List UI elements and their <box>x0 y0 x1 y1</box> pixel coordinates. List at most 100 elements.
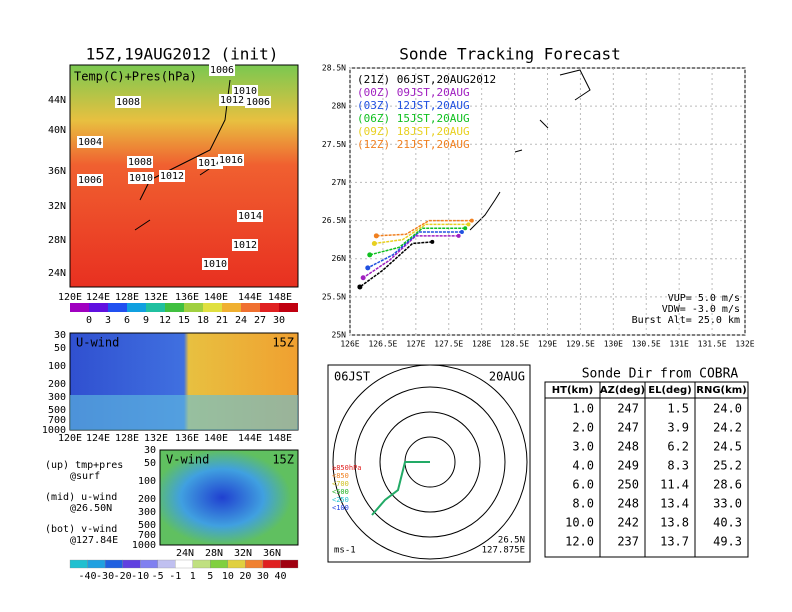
u-wind-label: U-wind <box>76 336 119 350</box>
map-x-label: 128E <box>115 292 139 303</box>
u-y-label: 700 <box>48 415 66 426</box>
polar-lon: 127.875E <box>482 546 525 556</box>
track-start <box>430 239 435 244</box>
wind-colorbar-label: 30 <box>257 571 269 582</box>
y-tick-label: 28.5N <box>322 64 346 73</box>
note: @surf <box>70 471 100 482</box>
u-wind-low <box>70 395 298 430</box>
track-line <box>374 223 469 245</box>
v-y-label: 500 <box>138 520 156 531</box>
table-cell: 237 <box>617 535 639 549</box>
isobar-label: 1010 <box>233 86 257 97</box>
legend-entry: (06Z) 15JST,20AUG <box>357 112 470 125</box>
table-cell: 8.3 <box>667 459 689 473</box>
left-title: 15Z,19AUG2012 (init) <box>86 45 279 64</box>
map-y-label: 28N <box>48 235 66 246</box>
isobar-label: 1006 <box>246 97 270 108</box>
note: (up) tmp+pres <box>45 460 123 471</box>
y-tick-label: 25.5N <box>322 292 346 301</box>
isobar-label: 1012 <box>220 95 244 106</box>
u-x-label: 120E <box>58 433 82 444</box>
table-cell: 3.9 <box>667 421 689 435</box>
colorbar-cell <box>165 303 184 312</box>
x-tick-label: 128.5E <box>500 340 529 349</box>
map-y-label: 36N <box>48 166 66 177</box>
v-wind-label: V-wind <box>166 453 209 467</box>
isobar-box <box>219 94 245 106</box>
isobar-box <box>127 156 153 168</box>
colorbar-label: 21 <box>216 315 228 326</box>
colorbar-cell <box>222 303 241 312</box>
annotation: VDW= -3.0 m/s <box>662 304 740 315</box>
map-x-label: 148E <box>268 292 292 303</box>
v-y-label: 50 <box>144 458 156 469</box>
v-x-label: 28N <box>205 548 223 559</box>
isobar-label: 1006 <box>78 175 102 186</box>
map-y-label: 40N <box>48 125 66 136</box>
u-y-label: 200 <box>48 379 66 390</box>
isobar-label: 1014 <box>198 158 222 169</box>
u-y-label: 50 <box>54 343 66 354</box>
note: @26.50N <box>70 503 112 514</box>
polar-frame <box>327 364 531 563</box>
x-tick-label: 126.5E <box>368 340 397 349</box>
polar-units: ms-1 <box>334 546 356 556</box>
y-tick-label: 28N <box>332 102 347 111</box>
table-cell: 6.0 <box>572 478 594 492</box>
table-frame <box>544 381 749 558</box>
track-end <box>371 240 377 246</box>
annotation: Burst Alt= 25.0 km <box>632 315 740 326</box>
colorbar-label: 6 <box>124 315 130 326</box>
x-tick-label: 127E <box>406 340 425 349</box>
table-header: RNG(km) <box>696 385 747 396</box>
isobar-box <box>197 157 223 169</box>
note: (bot) v-wind <box>45 524 117 535</box>
wind-colorbar-label: 5 <box>207 571 213 582</box>
table-cell: 1.5 <box>667 402 689 416</box>
map-x-label: 144E <box>238 292 262 303</box>
u-wind-time: 15Z <box>272 336 294 350</box>
wind-colorbar-cell <box>122 559 141 569</box>
u-x-label: 128E <box>115 433 139 444</box>
track-start <box>466 222 471 227</box>
table-cell: 248 <box>617 497 639 511</box>
level-label: ≥850hPa <box>332 464 362 472</box>
u-y-label: 30 <box>54 330 66 341</box>
isobar-box <box>245 96 271 108</box>
colorbar-cell <box>127 303 146 312</box>
wind-colorbar-cell <box>262 559 281 569</box>
table-cell: 13.8 <box>660 516 689 530</box>
x-tick-label: 130.5E <box>632 340 661 349</box>
isobar-box <box>159 170 185 182</box>
table-cell: 25.2 <box>713 459 742 473</box>
track-end <box>365 265 371 271</box>
colorbar-cell <box>260 303 279 312</box>
isobar-label: 1008 <box>116 97 140 108</box>
map-label: Temp(C)+Pres(hPa) <box>74 70 197 84</box>
track-start <box>469 218 474 223</box>
isobar-box <box>128 172 154 184</box>
table-cell: 12.0 <box>565 535 594 549</box>
u-x-label: 144E <box>238 433 262 444</box>
table-cell: 249 <box>617 459 639 473</box>
wind-colorbar-label: 40 <box>274 571 286 582</box>
isobar-box <box>237 210 263 222</box>
table-cell: 10.0 <box>565 516 594 530</box>
legend-entry: (03Z) 12JST,20AUG <box>357 99 470 112</box>
table-cell: 24.2 <box>713 421 742 435</box>
y-tick-label: 25N <box>332 331 347 340</box>
table-header: AZ(deg) <box>600 385 645 396</box>
wind-colorbar-label: -30 <box>96 571 114 582</box>
x-tick-label: 130E <box>604 340 623 349</box>
isobar-label: 1014 <box>238 211 262 222</box>
isobar-label: 1004 <box>78 137 102 148</box>
table-header: HT(km) <box>552 385 593 396</box>
map-y-label: 24N <box>48 268 66 279</box>
isobar-label: 1010 <box>129 173 153 184</box>
u-x-label: 140E <box>204 433 228 444</box>
u-x-label: 148E <box>268 433 292 444</box>
u-x-label: 136E <box>175 433 199 444</box>
track-end <box>357 284 363 290</box>
legend-entry: (09Z) 18JST,20AUG <box>357 125 470 138</box>
x-tick-label: 129E <box>538 340 557 349</box>
